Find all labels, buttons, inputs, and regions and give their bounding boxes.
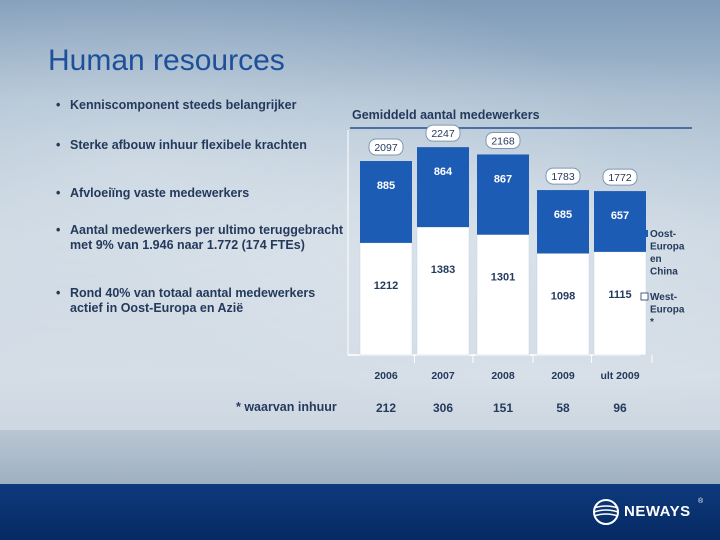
total-label-box bbox=[425, 124, 461, 142]
neways-logo: NEWAYS ® bbox=[590, 494, 708, 530]
total-label: 2247 bbox=[431, 128, 455, 140]
bullet-item-5: Rond 40% van totaal aantal medewerkers a… bbox=[56, 286, 345, 316]
inhuur-value-label: 151 bbox=[493, 401, 513, 415]
legend-swatch-oost-europa bbox=[641, 230, 648, 237]
total-label: 2097 bbox=[374, 142, 398, 154]
data-label-oost-europa: 657 bbox=[611, 210, 629, 222]
footnote-inhuur: * waarvan inhuur bbox=[236, 400, 337, 414]
bullet-item-1: Kenniscomponent steeds belangrijker bbox=[56, 98, 345, 113]
legend-label-oost-europa: Oost- bbox=[650, 229, 676, 240]
bullet-item-4: Aantal medewerkers per ultimo teruggebra… bbox=[56, 223, 345, 253]
x-tick-label: 2007 bbox=[431, 370, 455, 382]
data-label-oost-europa: 885 bbox=[377, 180, 395, 192]
logo-text: NEWAYS bbox=[624, 503, 691, 520]
total-label-box bbox=[602, 168, 638, 186]
data-label-west-europa: 1383 bbox=[431, 264, 455, 276]
data-label-west-europa: 1098 bbox=[551, 290, 575, 302]
bottom-band bbox=[0, 430, 720, 484]
bar-west-europa bbox=[536, 253, 590, 356]
legend-label-oost-europa: China bbox=[650, 267, 678, 278]
neways-logo-icon bbox=[593, 499, 619, 525]
x-tick-label: 2008 bbox=[491, 370, 515, 382]
inhuur-value-label: 58 bbox=[556, 401, 570, 415]
legend-label-west-europa: West- bbox=[650, 292, 677, 303]
chart-title: Gemiddeld aantal medewerkers bbox=[352, 108, 540, 122]
bar-west-europa bbox=[416, 226, 470, 356]
x-tick-label: 2006 bbox=[374, 370, 398, 382]
x-tick-label: ult 2009 bbox=[600, 370, 639, 382]
total-label: 2168 bbox=[491, 135, 515, 147]
legend-swatch-west-europa bbox=[640, 292, 649, 301]
legend-label-west-europa: Europa bbox=[650, 305, 685, 316]
data-label-oost-europa: 867 bbox=[494, 173, 512, 185]
legend-label-oost-europa: en bbox=[650, 254, 662, 265]
bullet-item-2: Sterke afbouw inhuur flexibele krachten bbox=[56, 138, 345, 153]
bar-oost-europa-china bbox=[417, 147, 469, 228]
page-title: Human resources bbox=[48, 44, 285, 77]
data-label-west-europa: 1212 bbox=[374, 280, 398, 292]
chart-title-rule bbox=[350, 127, 692, 129]
legend-label-west-europa: * bbox=[650, 317, 654, 328]
bar-oost-europa-china bbox=[537, 190, 589, 254]
total-label-box bbox=[368, 138, 404, 156]
data-label-west-europa: 1115 bbox=[608, 289, 631, 301]
x-tick-label: 2009 bbox=[551, 370, 575, 382]
total-label: 1783 bbox=[551, 171, 575, 183]
bar-west-europa bbox=[359, 242, 413, 356]
legend-label-oost-europa: Europa bbox=[650, 242, 685, 253]
inhuur-value-label: 96 bbox=[613, 401, 627, 415]
data-label-oost-europa: 685 bbox=[554, 209, 572, 221]
bar-oost-europa-china bbox=[477, 154, 529, 235]
bar-west-europa bbox=[593, 251, 647, 356]
bullet-item-3: Afvloeiïng vaste medewerkers bbox=[56, 186, 345, 201]
bar-oost-europa-china bbox=[594, 191, 646, 252]
footer-bar bbox=[0, 484, 720, 540]
bar-oost-europa-china bbox=[360, 161, 412, 243]
total-label-box bbox=[545, 167, 581, 185]
total-label: 1772 bbox=[608, 172, 632, 184]
bar-west-europa bbox=[476, 234, 530, 356]
total-label-box bbox=[485, 131, 521, 149]
inhuur-value-label: 212 bbox=[376, 401, 396, 415]
data-label-oost-europa: 864 bbox=[434, 166, 453, 178]
logo-registered-mark: ® bbox=[698, 498, 704, 505]
data-label-west-europa: 1301 bbox=[491, 272, 515, 284]
inhuur-value-label: 306 bbox=[433, 401, 453, 415]
